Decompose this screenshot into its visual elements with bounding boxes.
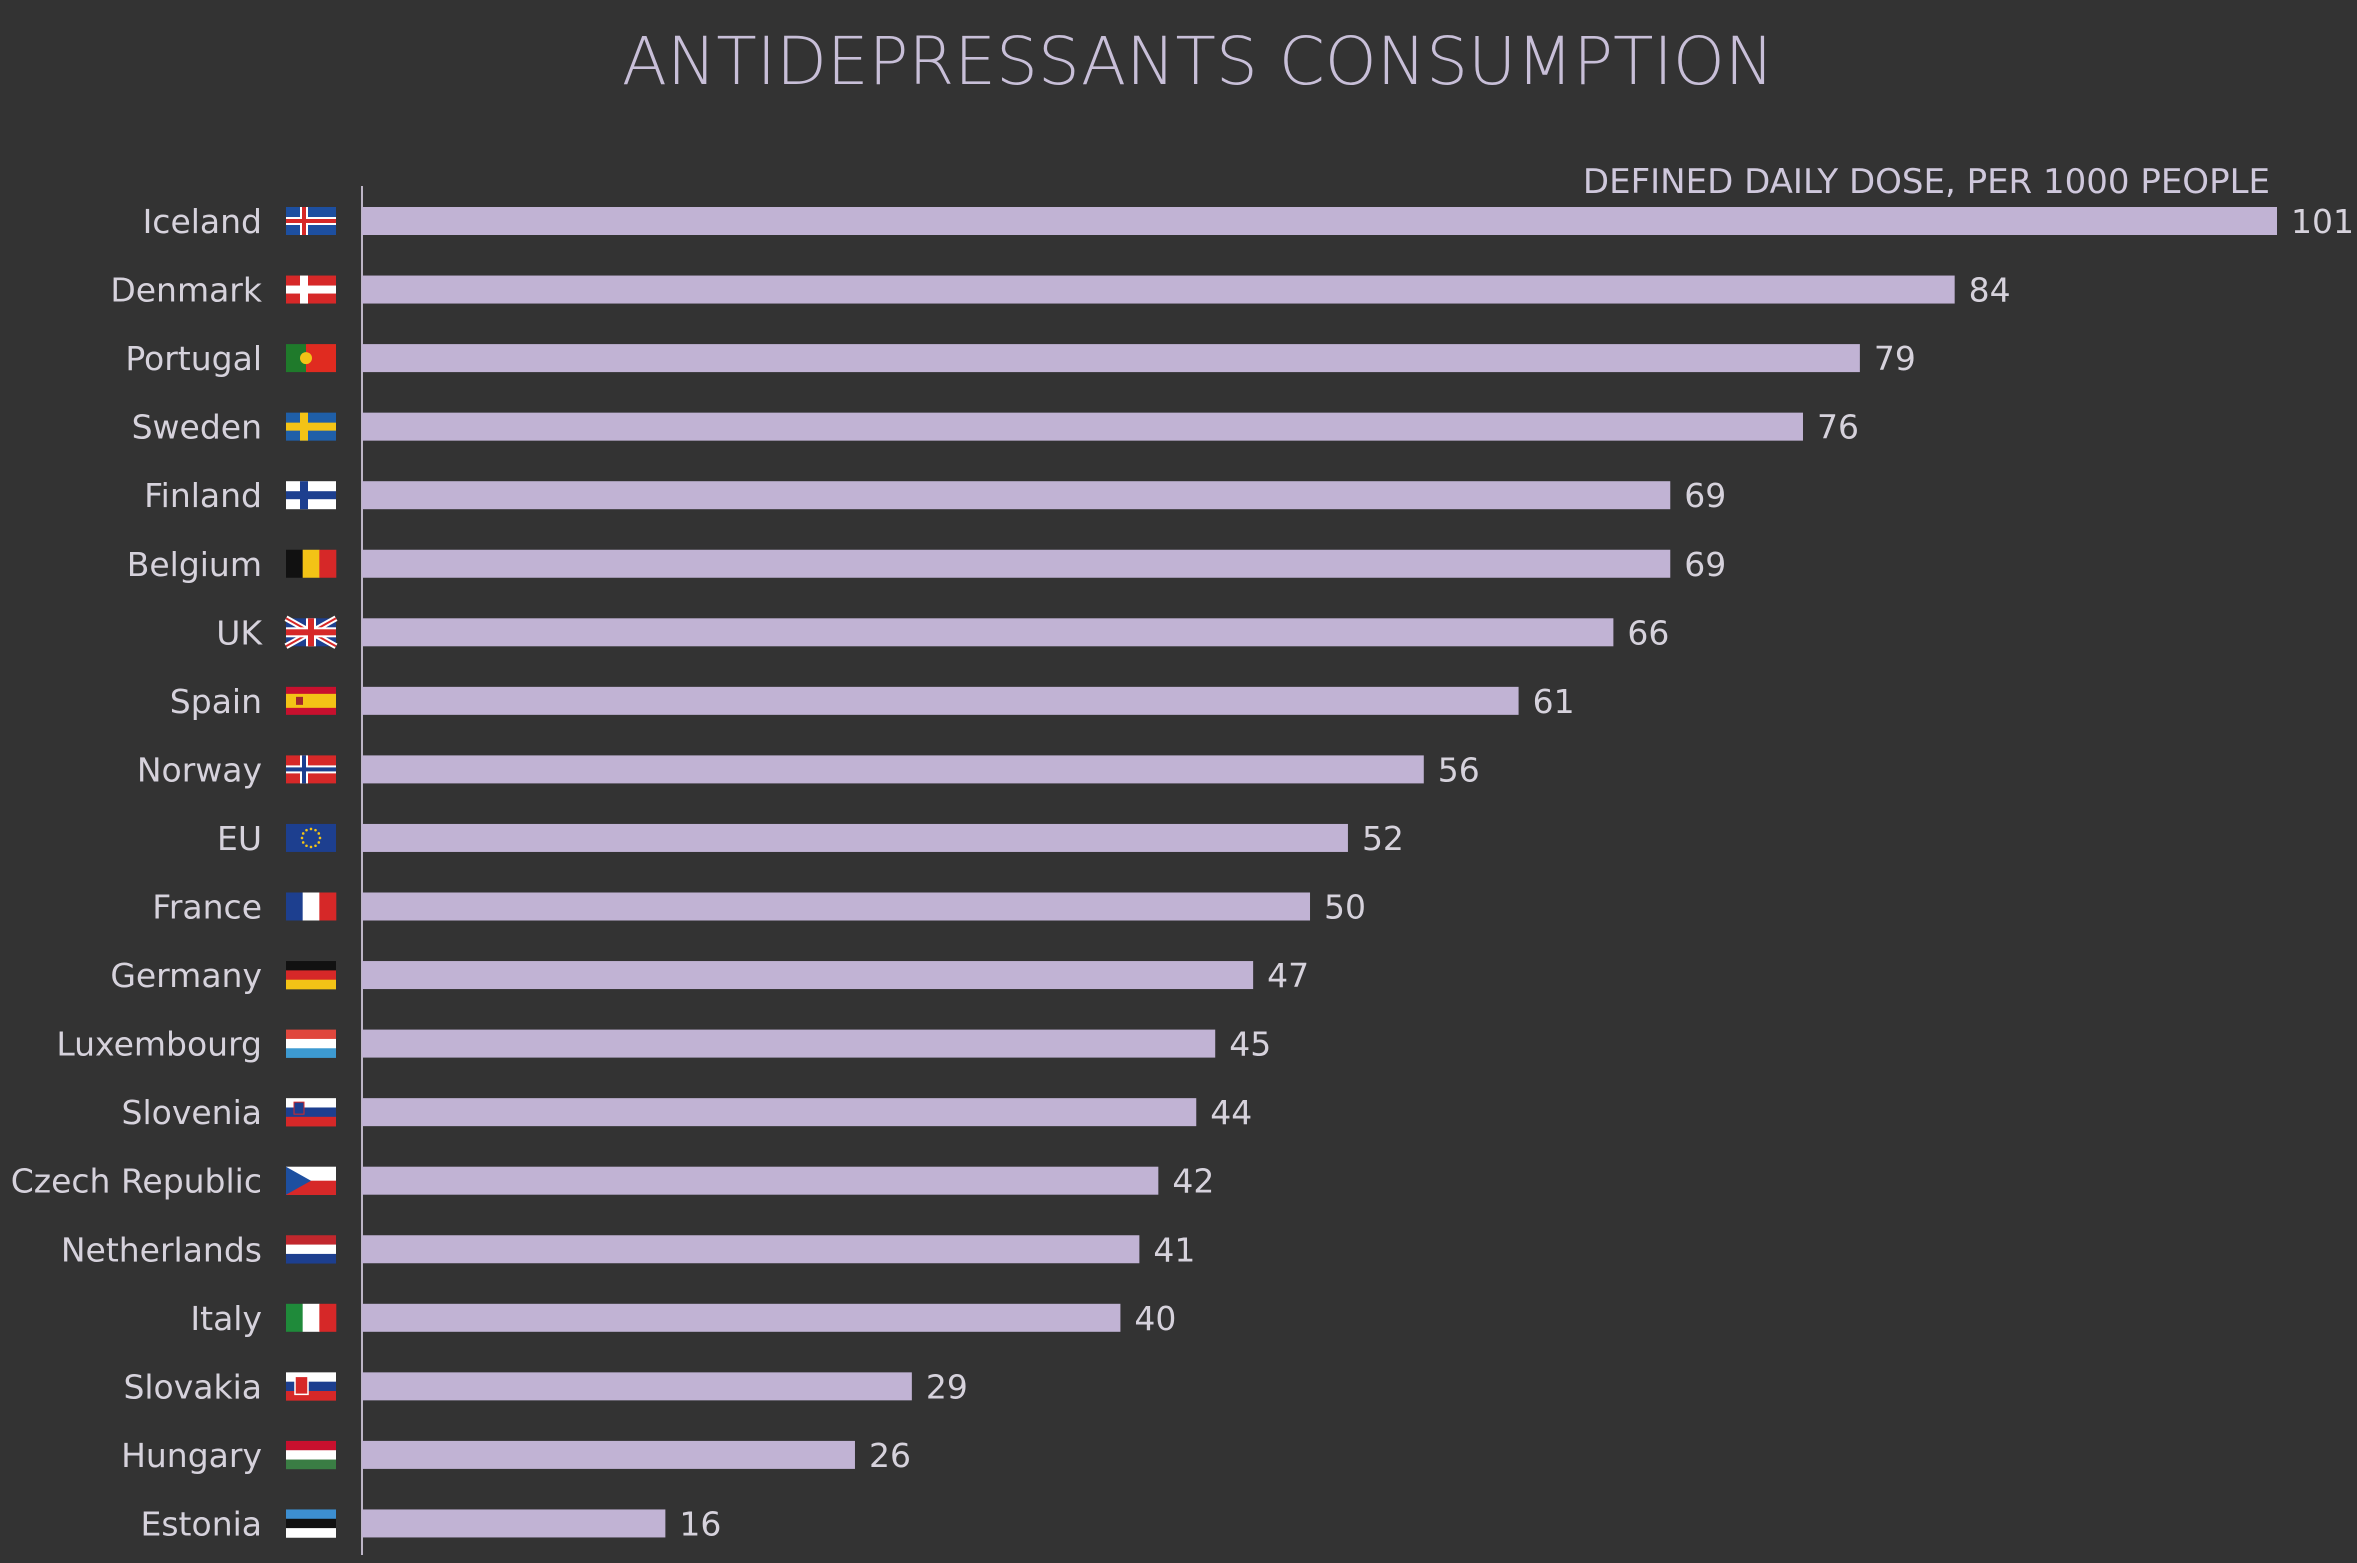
germany-flag xyxy=(286,961,336,990)
value-label-czech-republic: 42 xyxy=(1172,1162,1214,1201)
hungary-flag xyxy=(286,1440,336,1470)
value-label-norway: 56 xyxy=(1438,750,1480,789)
sweden-flag xyxy=(286,412,336,441)
bar-slovakia xyxy=(362,1372,912,1401)
spain-flag xyxy=(286,686,336,715)
category-label-spain: Spain xyxy=(170,682,262,721)
bar-italy xyxy=(362,1303,1121,1332)
bar-germany xyxy=(362,961,1254,990)
category-label-germany: Germany xyxy=(110,956,262,995)
slovakia-flag xyxy=(286,1372,336,1401)
finland-flag xyxy=(286,481,336,510)
bar-uk xyxy=(362,618,1614,647)
bar-sweden xyxy=(362,412,1803,441)
value-label-finland: 69 xyxy=(1684,476,1726,515)
category-label-slovenia: Slovenia xyxy=(122,1093,262,1132)
bar-denmark xyxy=(362,275,1955,304)
bar-netherlands xyxy=(362,1235,1140,1264)
chart-title: ANTIDEPRESSANTS CONSUMPTION xyxy=(622,23,1774,100)
bar-eu xyxy=(362,823,1348,852)
category-label-italy: Italy xyxy=(190,1299,262,1338)
uk-flag xyxy=(284,615,338,649)
belgium-flag xyxy=(286,549,337,578)
bar-slovenia xyxy=(362,1098,1197,1127)
category-label-sweden: Sweden xyxy=(132,408,262,447)
category-label-eu: EU xyxy=(217,819,262,858)
bar-estonia xyxy=(362,1509,666,1538)
bar-portugal xyxy=(362,344,1860,373)
value-label-estonia: 16 xyxy=(679,1504,721,1543)
category-label-iceland: Iceland xyxy=(143,202,262,241)
estonia-flag xyxy=(286,1509,336,1538)
bar-france xyxy=(362,892,1311,921)
category-label-france: France xyxy=(152,888,262,927)
luxembourg-flag xyxy=(286,1029,336,1058)
category-label-czech-republic: Czech Republic xyxy=(11,1162,262,1201)
value-label-sweden: 76 xyxy=(1817,408,1859,447)
denmark-flag xyxy=(286,275,336,304)
value-label-netherlands: 41 xyxy=(1153,1230,1195,1269)
category-label-belgium: Belgium xyxy=(127,545,262,584)
bar-spain xyxy=(362,686,1519,715)
category-label-finland: Finland xyxy=(144,476,262,515)
value-label-eu: 52 xyxy=(1362,819,1404,858)
value-label-hungary: 26 xyxy=(869,1436,911,1475)
value-label-germany: 47 xyxy=(1267,956,1309,995)
value-label-iceland: 101 xyxy=(2291,202,2354,241)
france-flag xyxy=(286,892,337,921)
category-label-estonia: Estonia xyxy=(141,1504,262,1543)
category-label-slovakia: Slovakia xyxy=(123,1367,262,1406)
bar-belgium xyxy=(362,549,1671,578)
value-label-denmark: 84 xyxy=(1969,271,2011,310)
category-label-uk: UK xyxy=(216,613,263,652)
portugal-flag xyxy=(286,344,336,373)
eu-flag xyxy=(286,823,336,852)
iceland-flag xyxy=(286,207,336,235)
category-label-luxembourg: Luxembourg xyxy=(56,1025,262,1064)
value-label-slovenia: 44 xyxy=(1210,1093,1252,1132)
chart-rows: Iceland 101 Denmark 84 Portugal 79 Sweden 76 Fin… xyxy=(11,202,2354,1543)
value-label-spain: 61 xyxy=(1533,682,1575,721)
bar-norway xyxy=(362,755,1424,784)
value-label-slovakia: 29 xyxy=(926,1367,968,1406)
slovenia-flag xyxy=(286,1098,336,1127)
italy-flag xyxy=(286,1303,337,1332)
value-label-luxembourg: 45 xyxy=(1229,1025,1271,1064)
czech-republic-flag xyxy=(286,1166,336,1195)
category-label-hungary: Hungary xyxy=(121,1436,262,1475)
chart-subtitle: DEFINED DAILY DOSE, PER 1000 PEOPLE xyxy=(1583,162,2270,202)
bar-czech-republic xyxy=(362,1166,1159,1195)
bar-hungary xyxy=(362,1440,855,1469)
value-label-france: 50 xyxy=(1324,888,1366,927)
value-label-portugal: 79 xyxy=(1874,339,1916,378)
value-label-italy: 40 xyxy=(1134,1299,1176,1338)
netherlands-flag xyxy=(286,1235,336,1264)
category-label-denmark: Denmark xyxy=(110,271,263,310)
bar-finland xyxy=(362,481,1671,510)
category-label-norway: Norway xyxy=(137,750,262,789)
bar-iceland xyxy=(362,207,2277,235)
category-label-netherlands: Netherlands xyxy=(61,1230,262,1269)
value-label-uk: 66 xyxy=(1627,613,1669,652)
category-label-portugal: Portugal xyxy=(125,339,262,378)
value-label-belgium: 69 xyxy=(1684,545,1726,584)
bar-luxembourg xyxy=(362,1029,1216,1058)
norway-flag xyxy=(286,755,336,784)
